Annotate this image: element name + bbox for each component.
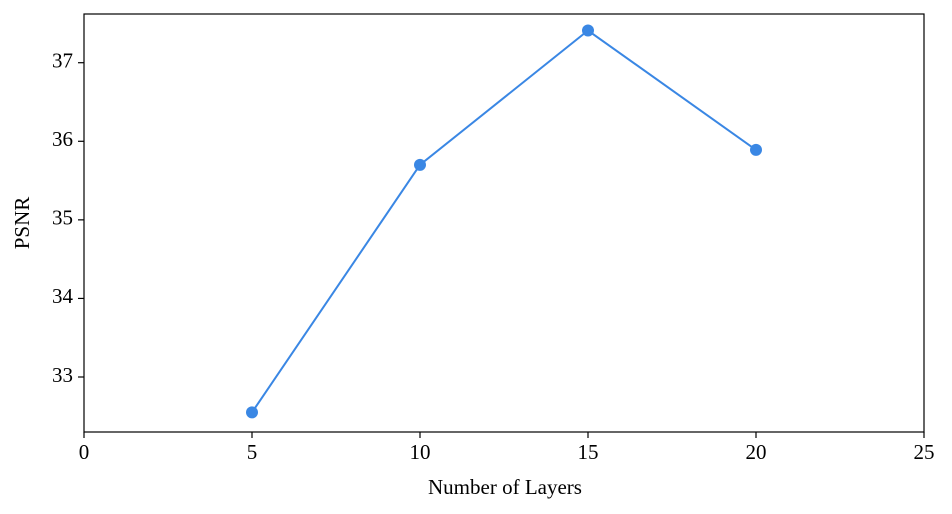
x-tick-label: 5: [247, 440, 258, 464]
y-tick-label: 33: [52, 363, 73, 387]
x-tick-label: 25: [914, 440, 935, 464]
point: [246, 406, 258, 419]
x-tick-label: 10: [410, 440, 431, 464]
plot-frame: [83, 13, 925, 433]
y-tick-label: 37: [52, 49, 73, 73]
x-tick-label: 0: [79, 440, 90, 464]
x-tick-label: 15: [578, 440, 599, 464]
point: [750, 143, 762, 156]
y-tick-label: 35: [52, 206, 73, 230]
y-tick-label: 34: [52, 284, 74, 308]
y-tick-label: 36: [52, 127, 73, 151]
point: [582, 24, 594, 37]
x-axis-label: Number of Layers: [428, 475, 582, 499]
line: [251, 29, 757, 413]
x-tick-label: 20: [746, 440, 767, 464]
y-axis-label: PSNR: [10, 197, 34, 250]
point: [414, 158, 426, 171]
